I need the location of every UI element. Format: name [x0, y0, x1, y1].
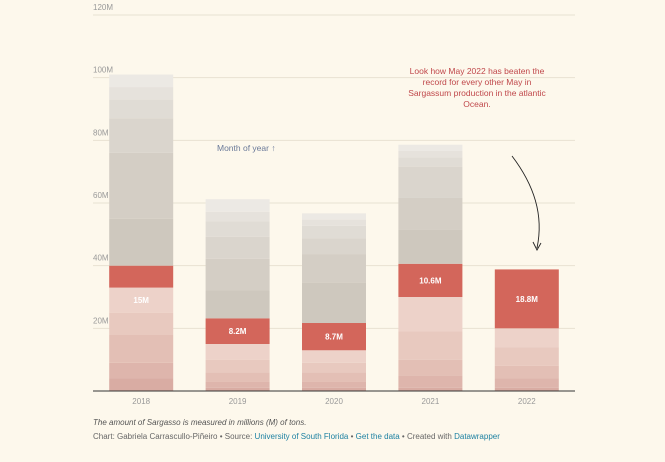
bar-segment — [302, 213, 366, 220]
annotations: Month of year ↑ Look how May 2022 has bea… — [217, 66, 546, 251]
y-tick-label: 100M — [93, 66, 113, 75]
y-tick-label: 40M — [93, 254, 109, 263]
bar-segment — [398, 263, 463, 297]
bar-segment — [398, 359, 463, 376]
data-label: 15M — [133, 296, 149, 305]
data-label: 18.8M — [516, 295, 539, 304]
bar-segment — [109, 334, 174, 363]
bar-segment — [302, 323, 366, 351]
callout-arrow — [511, 155, 540, 249]
bar-segment — [109, 118, 174, 153]
bar-segment — [398, 150, 463, 158]
stacked-bar-chart: 15M 8.2M 8.7M 10.6M 18.8M 20M 40M 60M 80M 100M 12… — [93, 3, 575, 406]
chart-notes: The amount of Sargasso is measured in mi… — [93, 418, 653, 441]
bar-segment — [494, 378, 559, 388]
bar-segment — [302, 381, 366, 388]
bar-segment — [302, 362, 366, 373]
bar-segment — [302, 372, 366, 382]
bar-segment — [109, 87, 174, 100]
credit-prefix: Chart: Gabriela Carrascullo-Piñeiro • So… — [93, 432, 253, 441]
bar-segment — [205, 318, 270, 344]
bar-segment — [494, 269, 559, 329]
bar-segment — [109, 218, 174, 266]
bar-segment — [494, 347, 559, 366]
month-of-year-label: Month of year ↑ — [217, 143, 276, 153]
bar-segment — [494, 328, 559, 348]
x-tick-label: 2021 — [422, 397, 440, 406]
bar-segment — [205, 199, 270, 212]
bar-segment — [109, 152, 174, 219]
callout-text: Look how May 2022 has beaten the — [410, 66, 545, 76]
bar-segment — [205, 258, 270, 291]
x-tick-label: 2020 — [325, 397, 343, 406]
datawrapper-link[interactable]: Datawrapper — [454, 432, 500, 441]
x-tick-label: 2018 — [132, 397, 150, 406]
bar-segment — [398, 166, 463, 198]
bar-segment — [398, 331, 463, 360]
bar-segment — [205, 387, 270, 391]
bar-segment — [109, 312, 174, 335]
bar-segment — [205, 372, 270, 382]
bar-segment — [398, 157, 463, 167]
bar-segment — [302, 219, 366, 226]
unit-note: The amount of Sargasso is measured in mi… — [93, 418, 307, 427]
data-label: 8.2M — [229, 327, 247, 336]
bar-segment — [302, 350, 366, 363]
credit-line: Chart: Gabriela Carrascullo-Piñeiro • So… — [93, 432, 653, 441]
callout-text: Ocean. — [463, 99, 490, 109]
source-link[interactable]: University of South Florida — [254, 432, 349, 441]
callout-arrowhead — [532, 241, 542, 251]
bar-segment — [109, 287, 174, 313]
bar-segment — [205, 381, 270, 388]
bar-labels: 15M 8.2M 8.7M 10.6M 18.8M — [133, 276, 538, 341]
bar-segment — [398, 375, 463, 388]
bar-segment — [398, 144, 463, 151]
bar-segment — [109, 265, 174, 288]
y-tick-label: 20M — [93, 316, 109, 325]
bar-segment — [109, 74, 174, 88]
callout-text: Sargassum production in the atlantic — [408, 88, 546, 98]
bar-segment — [398, 387, 463, 391]
bar-segment — [302, 238, 366, 255]
bar-segment — [302, 387, 366, 391]
data-label: 10.6M — [419, 276, 442, 285]
bar-segment — [398, 229, 463, 264]
x-tick-label: 2022 — [518, 397, 536, 406]
bar-segment — [302, 254, 366, 283]
get-data-link[interactable]: Get the data — [355, 432, 400, 441]
created-with-text: • Created with — [401, 432, 452, 441]
bar-segment — [302, 282, 366, 324]
bars — [109, 74, 559, 391]
callout-text: record for every other May in — [423, 77, 532, 87]
y-tick-label: 120M — [93, 3, 113, 12]
bar-segment — [398, 197, 463, 230]
bar-segment — [205, 221, 270, 237]
bar-segment — [109, 362, 174, 379]
credit-separator: • — [350, 432, 354, 441]
x-tick-label: 2019 — [229, 397, 247, 406]
data-label: 8.7M — [325, 333, 343, 342]
bar-segment — [205, 359, 270, 373]
bar-segment — [205, 236, 270, 259]
bar-segment — [205, 290, 270, 319]
bar-segment — [205, 211, 270, 222]
bar-segment — [494, 387, 559, 391]
gridlines — [93, 14, 575, 329]
y-tick-label: 80M — [93, 128, 109, 137]
bar-segment — [398, 297, 463, 332]
bar-segment — [205, 344, 270, 360]
bar-segment — [494, 365, 559, 379]
bar-segment — [302, 225, 366, 239]
axes: 20M 40M 60M 80M 100M 120M 2018 2019 2020 2021 2022 — [93, 3, 575, 406]
y-tick-label: 60M — [93, 191, 109, 200]
bar-segment — [109, 99, 174, 119]
bar-segment — [109, 378, 174, 391]
